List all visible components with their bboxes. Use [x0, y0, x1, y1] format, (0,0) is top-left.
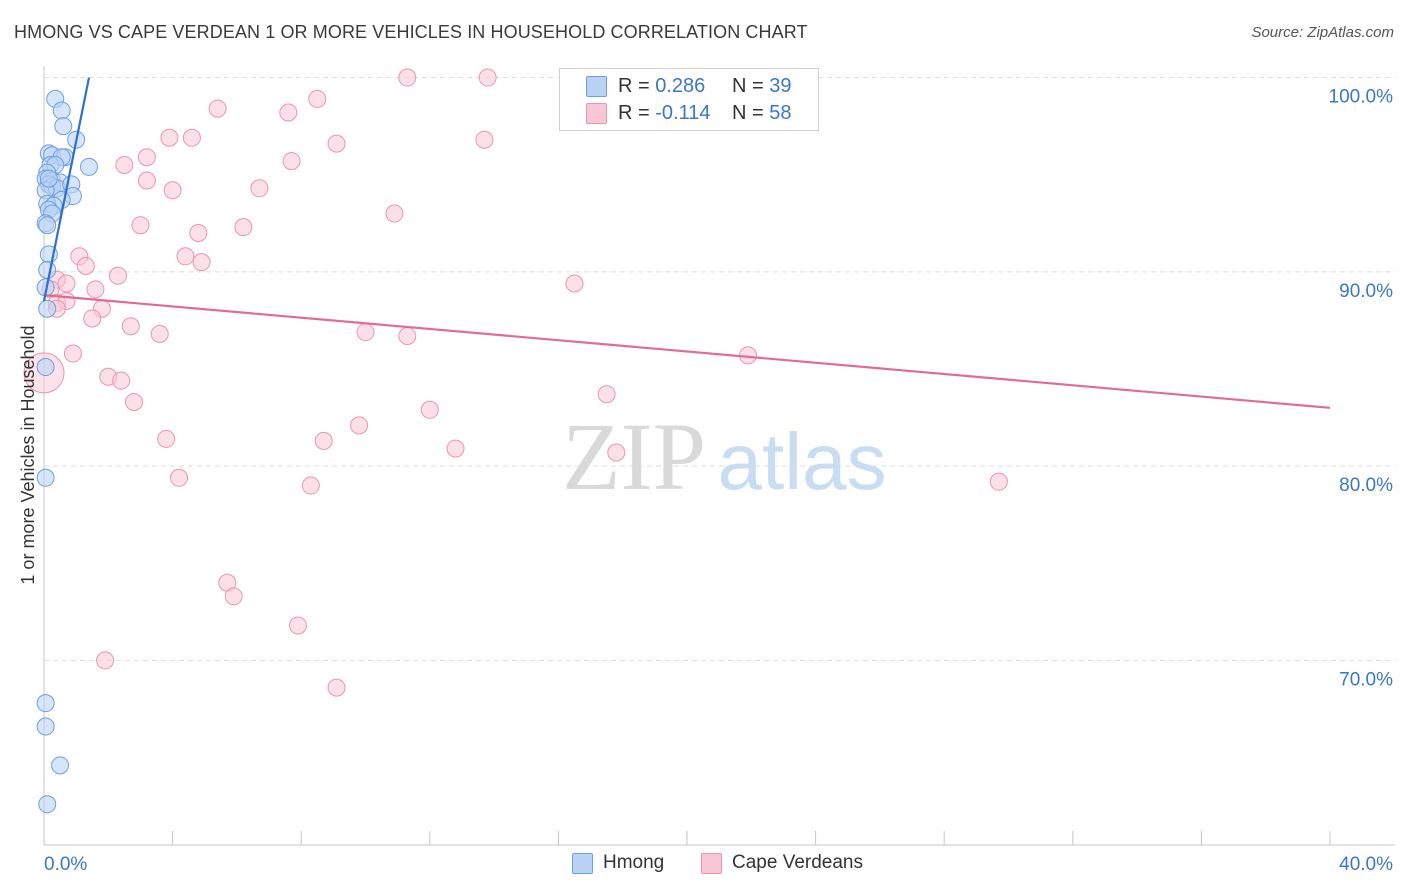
cape-verdeans-point [234, 218, 253, 237]
n-label: N = [732, 74, 764, 97]
cape-verdeans-point [76, 257, 95, 276]
cape-verdeans-point [108, 266, 127, 285]
cape-verdeans-point [115, 155, 134, 174]
hmong-point [36, 468, 55, 487]
cape-legend-swatch [701, 852, 722, 874]
hmong-swatch [586, 76, 607, 97]
cape-verdeans-point [350, 416, 369, 435]
cape-verdeans-point [137, 148, 156, 167]
hmong-point [80, 157, 99, 176]
cape-verdeans-point [308, 89, 327, 108]
r-label: R = [618, 101, 650, 124]
watermark-atlas: atlas [718, 417, 887, 506]
y-tick-label: 90.0% [1339, 281, 1393, 302]
hmong-point [38, 216, 57, 235]
cape-verdeans-point [208, 99, 227, 118]
axes [43, 66, 1395, 846]
hmong-legend-label: Hmong [603, 852, 665, 873]
y-axis-label: 1 or more Vehicles in Household [18, 325, 38, 584]
cape-verdeans-point [96, 651, 115, 670]
hmong-point [52, 101, 71, 120]
axis-labels: 100.0% 90.0% 80.0% 70.0% 0.0% 40.0% 1 or more … [18, 87, 1393, 875]
cape-verdeans-point [86, 280, 105, 299]
cape-verdeans-point [121, 317, 140, 336]
cape-verdeans-point [301, 476, 320, 495]
watermark-zip: ZIP [562, 403, 706, 510]
hmong-point [38, 795, 57, 814]
trend-lines [42, 77, 1331, 409]
cape-swatch [586, 103, 607, 124]
cape-verdeans-point [250, 179, 269, 198]
cape-n-value: 58 [769, 101, 792, 124]
cape-verdeans-point [160, 128, 179, 147]
hmong-point [51, 756, 70, 775]
stats-legend: R = 0.286 N = 39 R = -0.114 N = 58 [559, 68, 819, 131]
cape-verdeans-point [150, 325, 169, 344]
hmong-point [38, 299, 57, 318]
cape-verdeans-point [125, 393, 144, 412]
cape-verdeans-point [192, 253, 211, 272]
cape-verdeans-point [112, 371, 131, 390]
cape-verdeans-point [478, 68, 497, 87]
bottom-legend-cape: Cape Verdeans [701, 852, 863, 874]
cape-verdeans-point [176, 247, 195, 266]
cape-verdeans-point [327, 134, 346, 153]
cape-verdeans-point [170, 468, 189, 487]
grid-lines [44, 77, 1395, 661]
cape-verdeans-point [446, 439, 465, 458]
cape-verdeans-point [189, 223, 208, 242]
cape-verdeans-point [57, 274, 76, 293]
cape-verdeans-point [63, 344, 82, 363]
cape-verdeans-point [385, 204, 404, 223]
cape-verdeans-point [279, 103, 298, 122]
hmong-point [36, 717, 55, 736]
cape-verdeans-point [989, 472, 1008, 491]
x-tick-label: 0.0% [44, 854, 87, 875]
hmong-r-value: 0.286 [655, 74, 706, 97]
n-label: N = [732, 101, 764, 124]
cape-verdeans-point [420, 400, 439, 419]
y-tick-label: 70.0% [1339, 669, 1393, 690]
cape-verdeans-point [327, 678, 346, 697]
chart-title: HMONG VS CAPE VERDEAN 1 OR MORE VEHICLES… [14, 22, 808, 42]
cape-verdeans-point [131, 216, 150, 235]
cape-verdeans-point [475, 130, 494, 149]
hmong-point [39, 169, 58, 188]
y-tick-label: 100.0% [1329, 87, 1394, 108]
bottom-legend-hmong: Hmong [572, 852, 664, 874]
cape-verdeans-point [607, 443, 626, 462]
cape-r-value: -0.114 [655, 101, 711, 124]
cape-verdeans-point [224, 587, 243, 606]
hmong-points [36, 89, 99, 814]
hmong-point [36, 358, 55, 377]
cape-verdeans-point [83, 309, 102, 328]
cape-verdeans-point [314, 431, 333, 450]
hmong-trend-line [42, 77, 91, 302]
y-tick-label: 80.0% [1339, 475, 1393, 496]
cape-verdeans-point [137, 171, 156, 190]
hmong-n-value: 39 [769, 74, 792, 97]
cape-verdeans-point [163, 181, 182, 200]
cape-verdeans-point [597, 385, 616, 404]
cape-verdeans-point [356, 323, 375, 342]
hmong-point [36, 694, 55, 713]
hmong-point [54, 117, 73, 136]
source-label: Source: ZipAtlas.com [1251, 24, 1394, 41]
cape-verdeans-point [182, 128, 201, 147]
cape-verdeans-point [288, 616, 307, 635]
cape-verdeans-point [398, 68, 417, 87]
hmong-legend-swatch [572, 852, 593, 874]
cape-legend-label: Cape Verdeans [732, 852, 863, 873]
cape-verdeans-point [157, 429, 176, 448]
cape-verdeans-point [565, 274, 584, 293]
x-tick-label: 40.0% [1339, 854, 1393, 875]
cape-verdeans-point [282, 152, 301, 171]
cape-verdeans-point [398, 326, 417, 345]
cape-verdeans-trend-line [43, 294, 1331, 409]
r-label: R = [618, 74, 650, 97]
cape-verdeans-points [23, 68, 1008, 697]
hmong-point [38, 260, 57, 279]
